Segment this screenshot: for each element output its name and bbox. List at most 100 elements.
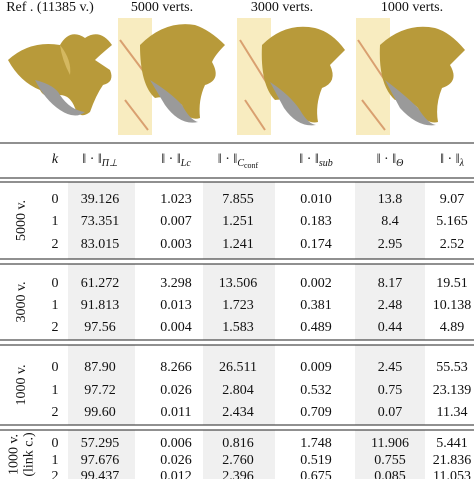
value-cell: 0.026 — [160, 453, 192, 468]
value-cell: 4.89 — [440, 320, 465, 335]
norm-subscript: Π⊥ — [101, 158, 118, 169]
k-cell: 2 — [52, 405, 59, 420]
column-shade — [203, 430, 275, 479]
group-label: 3000 v. — [14, 281, 29, 322]
value-cell: 91.813 — [81, 298, 120, 313]
value-cell: 10.138 — [433, 298, 472, 313]
value-cell: 23.139 — [433, 383, 472, 398]
value-cell: 0.012 — [160, 469, 192, 479]
norm-subscript-2: conf — [244, 161, 259, 170]
value-cell: 2.45 — [378, 360, 403, 375]
header-cell: ‖ · ‖Cconf — [218, 152, 259, 170]
value-cell: 1.748 — [300, 436, 332, 451]
value-cell: 0.183 — [300, 214, 332, 229]
value-cell: 2.396 — [222, 469, 254, 479]
column-shade — [68, 182, 135, 259]
k-cell: 1 — [52, 214, 59, 229]
norm-subscript: Θ — [396, 158, 403, 169]
value-cell: 2.434 — [222, 405, 254, 420]
value-cell: 0.381 — [300, 298, 332, 313]
value-cell: 0.755 — [374, 453, 406, 468]
norm-symbol: ‖ · ‖ — [82, 152, 102, 167]
value-cell: 26.511 — [219, 360, 257, 375]
value-cell: 0.002 — [300, 276, 332, 291]
value-cell: 0.519 — [300, 453, 332, 468]
value-cell: 1.583 — [222, 320, 254, 335]
column-shade — [355, 430, 425, 479]
value-cell: 19.51 — [436, 276, 468, 291]
column-shade — [355, 345, 425, 425]
column-shade — [68, 430, 135, 479]
k-cell: 0 — [52, 192, 59, 207]
value-cell: 8.17 — [378, 276, 403, 291]
norm-symbol: ‖ · ‖ — [161, 152, 181, 167]
value-cell: 87.90 — [84, 360, 116, 375]
value-cell: 0.010 — [300, 192, 332, 207]
value-cell: 0.026 — [160, 383, 192, 398]
value-cell: 83.015 — [81, 237, 120, 252]
value-cell: 99.437 — [81, 469, 120, 479]
header-cell: ‖ · ‖λ — [440, 152, 465, 169]
caption: 5000 verts. — [131, 0, 193, 15]
value-cell: 0.489 — [300, 320, 332, 335]
value-cell: 55.53 — [436, 360, 468, 375]
value-cell: 1.251 — [222, 214, 254, 229]
k-cell: 0 — [52, 360, 59, 375]
mesh-panels — [8, 18, 465, 135]
value-cell: 8.266 — [160, 360, 192, 375]
value-cell: 2.804 — [222, 383, 254, 398]
norm-symbol: ‖ · ‖ — [440, 152, 460, 167]
header-cell: ‖ · ‖Π⊥ — [82, 152, 118, 169]
norm-symbol: ‖ · ‖ — [377, 152, 397, 167]
value-cell: 2.52 — [440, 237, 465, 252]
value-cell: 97.72 — [84, 383, 116, 398]
header-cell: ‖ · ‖Θ — [377, 152, 404, 169]
value-cell: 0.174 — [300, 237, 332, 252]
value-cell: 11.34 — [437, 405, 468, 420]
caption: Ref . (11385 v.) — [6, 0, 94, 15]
column-shade — [355, 264, 425, 340]
panel-5000 — [118, 18, 225, 135]
header-cell: ‖ · ‖Lc — [161, 152, 191, 169]
norm-subscript: λ — [459, 158, 465, 169]
norm-symbol: ‖ · ‖ — [299, 152, 319, 167]
value-cell: 9.07 — [440, 192, 465, 207]
value-cell: 0.085 — [374, 469, 406, 479]
k-cell: 2 — [52, 237, 59, 252]
value-cell: 1.241 — [222, 237, 254, 252]
header-cell: ‖ · ‖sub — [299, 152, 332, 169]
value-cell: 39.126 — [81, 192, 120, 207]
k-cell: 2 — [52, 469, 59, 479]
norm-subscript: Lc — [180, 158, 192, 169]
value-cell: 97.676 — [81, 453, 120, 468]
value-cell: 13.506 — [219, 276, 258, 291]
header-cell: k — [52, 152, 59, 167]
value-cell: 8.4 — [381, 214, 399, 229]
value-cell: 0.003 — [160, 237, 192, 252]
norm-symbol: ‖ · ‖ — [218, 152, 238, 167]
norm-subscript: sub — [319, 158, 333, 169]
table: k ‖ · ‖Π⊥ ‖ · ‖Lc ‖ · ‖Cconf ‖ · ‖sub ‖ · ‖Θ ‖… — [0, 142, 474, 479]
value-cell: 3.298 — [160, 276, 192, 291]
value-cell: 2.95 — [378, 237, 403, 252]
norm-subscript: C — [237, 158, 244, 169]
value-cell: 7.855 — [222, 192, 254, 207]
value-cell: 57.295 — [81, 436, 120, 451]
value-cell: 97.56 — [84, 320, 116, 335]
value-cell: 0.532 — [300, 383, 332, 398]
captions: Ref . (11385 v.) 5000 verts. 3000 verts. 10… — [6, 0, 443, 15]
caption: 3000 verts. — [251, 0, 313, 15]
value-cell: 1.723 — [222, 298, 254, 313]
value-cell: 2.760 — [222, 453, 254, 468]
value-cell: 11.053 — [433, 469, 471, 479]
value-cell: 0.709 — [300, 405, 332, 420]
column-shade — [68, 264, 135, 340]
column-shade — [68, 345, 135, 425]
value-cell: 0.011 — [161, 405, 192, 420]
k-cell: 2 — [52, 320, 59, 335]
group-label: 5000 v. — [14, 200, 29, 241]
caption: 1000 verts. — [381, 0, 443, 15]
value-cell: 0.07 — [378, 405, 403, 420]
value-cell: 99.60 — [84, 405, 116, 420]
